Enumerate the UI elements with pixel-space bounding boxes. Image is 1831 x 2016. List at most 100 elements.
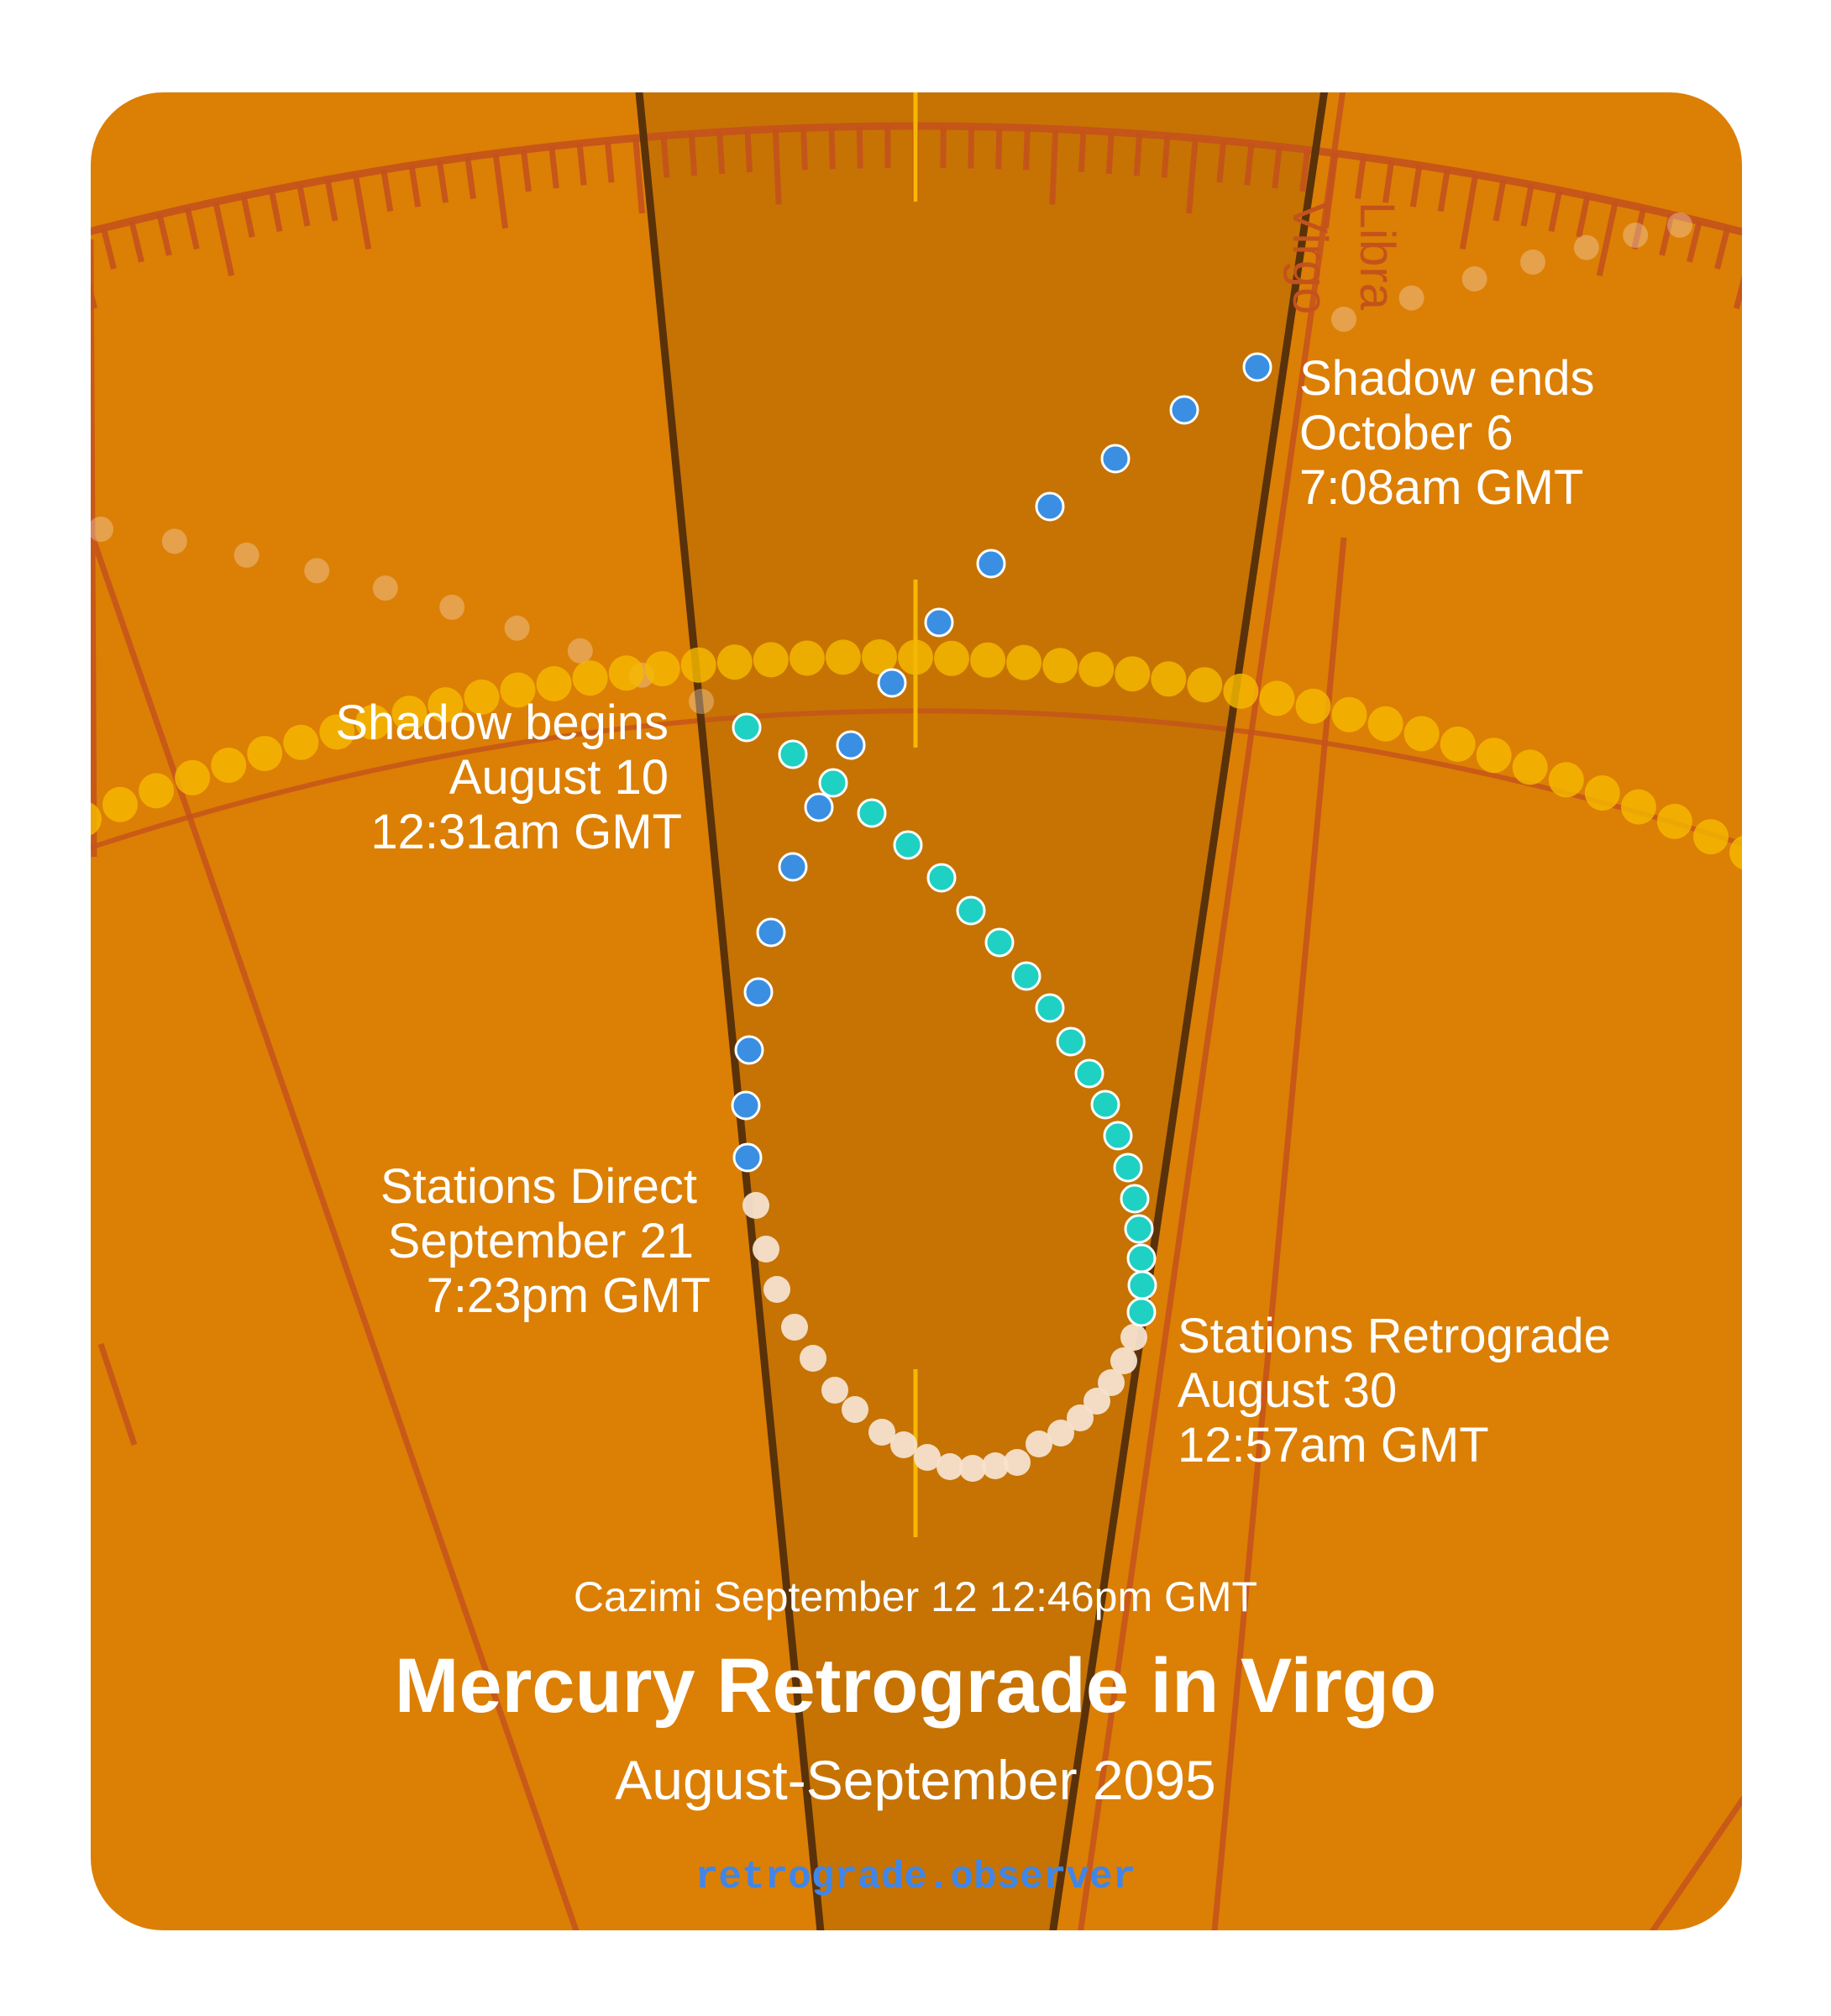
scale-tick [380, 169, 394, 213]
sun-path-dot [1656, 803, 1692, 839]
sun-path-dot [862, 639, 897, 675]
mercury-post-retrograde-dot [890, 1431, 917, 1458]
scale-tick [968, 126, 975, 169]
sun-path-dot [91, 801, 102, 837]
scale-tick [660, 135, 670, 178]
mercury-post-retrograde-dot [842, 1396, 868, 1423]
faint-dot [439, 594, 465, 620]
sun-path-dot [1223, 673, 1259, 709]
sun-path-dot [1006, 644, 1042, 680]
mercury-post-retrograde-dot [959, 1455, 986, 1482]
scale-tick [184, 207, 200, 250]
sun-path-dot [898, 639, 933, 675]
sun-path-dot [608, 655, 644, 691]
sun-path-dot [283, 724, 319, 760]
virgo-sign-band [638, 92, 1325, 1930]
scale-tick [240, 195, 255, 238]
faint-dot [91, 517, 113, 542]
page-subtitle: August-September 2095 [615, 1749, 1215, 1811]
mercury-direct-dot [804, 792, 834, 822]
sun-path-dot [139, 773, 175, 809]
shadow-ends-label: Shadow ends October 6 7:08am GMT [1299, 351, 1594, 515]
faint-dot [1520, 249, 1545, 275]
scale-tick [604, 140, 615, 183]
mercury-retrograde-dot [1011, 961, 1041, 991]
sun-path-dot [1620, 789, 1656, 825]
sun-path-dot [536, 666, 572, 701]
stations-retrograde-time: 12:57am GMT [1178, 1418, 1489, 1473]
sun-path-dot [970, 642, 1006, 678]
scale-tick [1216, 140, 1227, 183]
shadow-ends-title: Shadow ends [1299, 351, 1594, 406]
mercury-direct-dot [778, 852, 808, 882]
mercury-direct-dot [734, 1035, 764, 1065]
mercury-retrograde-dot [1113, 1152, 1143, 1183]
sun-path-dot [1295, 688, 1331, 724]
sun-path-dot [1115, 656, 1151, 692]
mercury-retrograde-dot [1120, 1184, 1150, 1214]
mercury-post-retrograde-dot [781, 1314, 808, 1341]
scale-tick [100, 227, 117, 270]
mercury-retrograde-dot [1126, 1243, 1157, 1273]
mercury-path [731, 352, 1272, 1482]
mercury-retrograde-dot [818, 768, 848, 798]
stations-direct-date: September 21 [388, 1214, 694, 1268]
scale-tick [352, 174, 372, 250]
mercury-direct-dot [836, 730, 866, 760]
radial-grid-lines [91, 92, 1742, 1930]
scale-tick [520, 149, 532, 192]
scale-tick [856, 126, 863, 169]
shadow-begins-title: Shadow begins [335, 696, 669, 750]
scale-tick [744, 130, 753, 173]
mercury-retrograde-dot [1090, 1089, 1120, 1120]
scale-tick [1659, 213, 1675, 256]
faint-dot [304, 558, 330, 584]
sun-path-dot [428, 687, 464, 723]
site-link[interactable]: retrograde.observer [695, 1856, 1136, 1899]
scale-tick [1272, 146, 1283, 189]
sun-path-dot [680, 647, 716, 683]
faint-dot [372, 575, 398, 601]
mercury-direct-dot [924, 607, 954, 638]
sun-path-dot [572, 660, 608, 696]
mercury-retrograde-dot [778, 739, 808, 769]
scale-tick [632, 138, 645, 214]
mercury-post-retrograde-dot [763, 1276, 790, 1303]
mercury-post-retrograde-dot [1098, 1369, 1125, 1396]
sun-path-dot [1367, 706, 1403, 742]
mercury-direct-dot [1169, 395, 1199, 425]
mercury-post-retrograde-dot [753, 1236, 779, 1263]
scale-tick [408, 165, 422, 207]
scale-tick [1105, 131, 1115, 175]
sun-path-dot [102, 786, 138, 822]
sun-path-dot [1476, 738, 1512, 774]
sun-path-dot [391, 696, 428, 732]
scale-tick [800, 128, 808, 171]
scale-tick [1734, 234, 1742, 309]
scale-tick [1133, 133, 1143, 176]
faint-path-dots [91, 213, 1692, 714]
faint-dot [689, 689, 714, 714]
faint-dot [567, 638, 593, 664]
faint-dot [1573, 234, 1599, 260]
scale-tick [772, 129, 782, 205]
sun-path-dot [1187, 667, 1223, 703]
stations-direct-time: 7:23pm GMT [427, 1268, 711, 1323]
faint-dot [1331, 307, 1356, 332]
scale-tick [1687, 220, 1702, 263]
mercury-post-retrograde-dot [982, 1452, 1009, 1479]
faint-dot [233, 542, 260, 568]
cazimi-text: Cazimi September 12 12:46pm GMT [574, 1573, 1257, 1620]
scale-tick [1299, 149, 1311, 192]
scale-tick [129, 220, 144, 263]
scale-tick [464, 156, 476, 199]
scale-tick [91, 234, 97, 309]
mercury-post-retrograde-dot [936, 1453, 963, 1480]
stations-retrograde-date: August 30 [1178, 1363, 1397, 1418]
mercury-direct-dot [756, 917, 786, 948]
sun-path-dot [644, 651, 680, 687]
sun-path-dot [1729, 835, 1742, 870]
scale-tick [1596, 201, 1619, 276]
sun-path-dot [1042, 648, 1078, 684]
mercury-retrograde-dot [1124, 1214, 1154, 1244]
